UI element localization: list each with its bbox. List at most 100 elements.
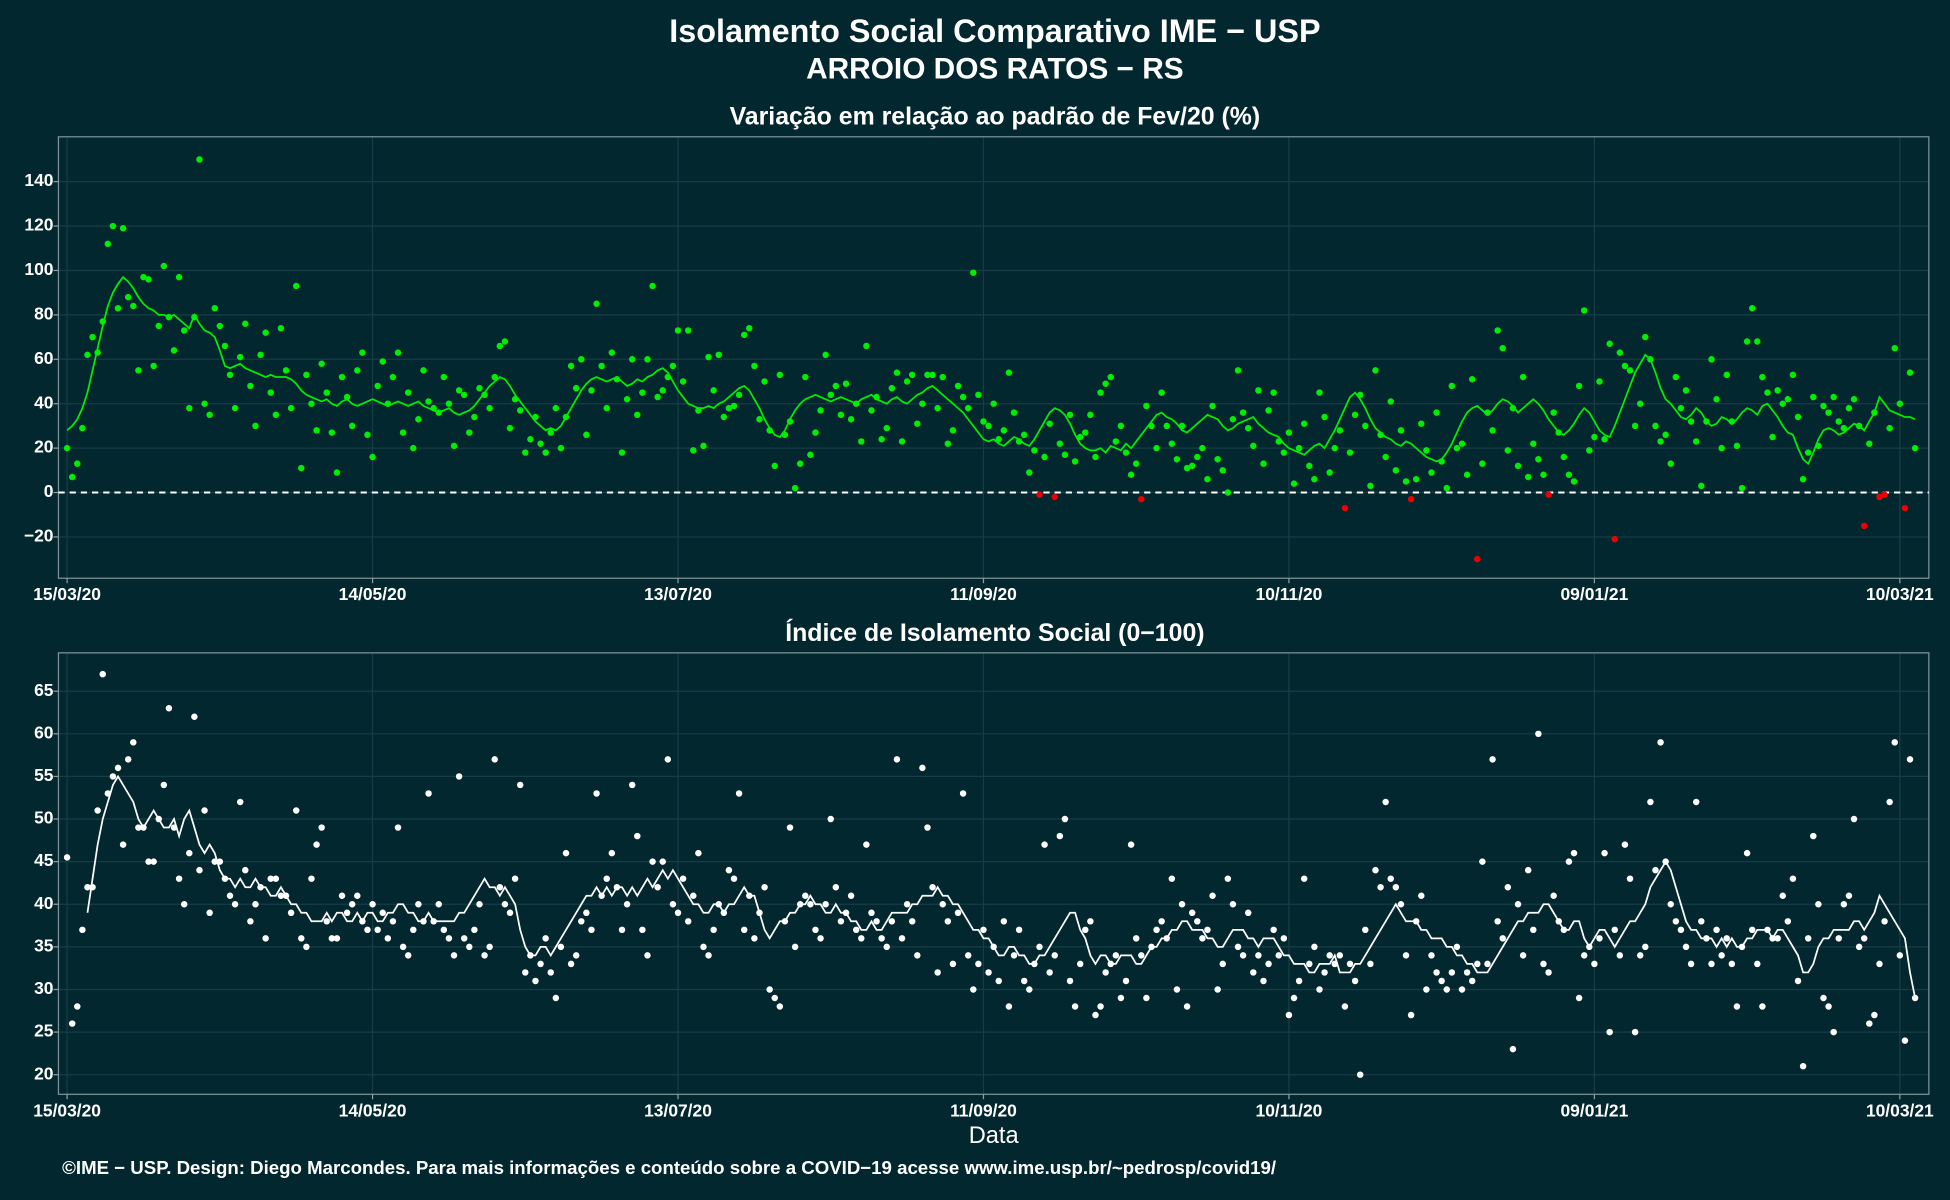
data-point bbox=[532, 413, 539, 421]
data-point bbox=[211, 304, 218, 312]
data-point bbox=[1530, 440, 1537, 447]
y-tick-label: 0 bbox=[44, 481, 54, 501]
data-point bbox=[807, 901, 814, 908]
data-point bbox=[1743, 338, 1751, 345]
data-point bbox=[1132, 935, 1140, 942]
data-point bbox=[420, 918, 427, 925]
data-point bbox=[1300, 875, 1308, 882]
data-point bbox=[1178, 422, 1186, 430]
data-point bbox=[817, 407, 824, 414]
data-point bbox=[583, 431, 590, 439]
data-point bbox=[1774, 935, 1781, 942]
data-point bbox=[150, 362, 157, 370]
data-point bbox=[384, 400, 392, 407]
data-point bbox=[1071, 1003, 1079, 1010]
data-point bbox=[455, 773, 463, 780]
data-point bbox=[608, 349, 616, 356]
data-point bbox=[1687, 960, 1695, 968]
data-point bbox=[1005, 1003, 1013, 1010]
data-point bbox=[1209, 402, 1216, 410]
data-point bbox=[303, 943, 310, 951]
data-point bbox=[1616, 349, 1624, 356]
data-point bbox=[109, 222, 117, 230]
data-point bbox=[333, 469, 341, 476]
data-point bbox=[1153, 444, 1160, 452]
data-point bbox=[908, 371, 916, 379]
data-point bbox=[1845, 404, 1853, 412]
data-point bbox=[898, 438, 906, 445]
data-point bbox=[130, 302, 137, 310]
data-point bbox=[277, 324, 285, 332]
data-point bbox=[1596, 378, 1603, 385]
data-point bbox=[1708, 356, 1715, 363]
data-point bbox=[1871, 1011, 1878, 1019]
data-point bbox=[959, 790, 967, 797]
data-point bbox=[1392, 467, 1400, 474]
data-point bbox=[1616, 952, 1624, 959]
data-point bbox=[725, 866, 733, 874]
data-point bbox=[1876, 493, 1883, 501]
data-point bbox=[1901, 1037, 1909, 1044]
data-point bbox=[1138, 495, 1145, 503]
data-point bbox=[369, 901, 376, 908]
data-point bbox=[1367, 960, 1374, 968]
y-tick-label: 140 bbox=[24, 170, 53, 190]
data-point bbox=[1570, 478, 1578, 485]
data-point bbox=[735, 391, 743, 399]
data-point bbox=[1728, 418, 1736, 425]
data-point bbox=[934, 404, 941, 412]
data-point bbox=[1718, 952, 1725, 959]
data-point bbox=[1657, 438, 1664, 445]
data-point bbox=[852, 926, 860, 934]
data-point bbox=[1229, 416, 1237, 423]
data-point bbox=[1474, 960, 1481, 968]
data-point bbox=[1041, 453, 1048, 461]
data-point bbox=[1199, 935, 1206, 942]
data-point bbox=[705, 353, 712, 361]
data-point bbox=[781, 431, 789, 439]
data-point bbox=[1789, 875, 1797, 882]
data-point bbox=[1087, 918, 1094, 925]
data-point bbox=[598, 892, 605, 899]
plot-border bbox=[57, 136, 1930, 579]
data-point bbox=[287, 404, 295, 412]
data-point bbox=[1728, 960, 1736, 968]
data-point bbox=[1026, 986, 1033, 993]
y-tick-label: 100 bbox=[24, 259, 53, 279]
data-point bbox=[68, 473, 76, 481]
data-point bbox=[308, 875, 315, 882]
data-point bbox=[1570, 849, 1578, 857]
data-point bbox=[868, 909, 875, 917]
data-point bbox=[1244, 909, 1252, 917]
data-point bbox=[817, 935, 824, 942]
data-point bbox=[1591, 433, 1598, 441]
footer: ©IME − USP. Design: Diego Marcondes. Par… bbox=[62, 1157, 1276, 1178]
data-point bbox=[292, 807, 300, 814]
data-point bbox=[781, 918, 789, 925]
data-point bbox=[1000, 918, 1008, 925]
data-point bbox=[1031, 447, 1038, 454]
data-point bbox=[236, 353, 244, 361]
data-point bbox=[303, 371, 310, 379]
data-point bbox=[389, 373, 397, 381]
data-point bbox=[669, 362, 677, 370]
data-point bbox=[639, 926, 646, 934]
y-tick-label: 80 bbox=[34, 303, 53, 323]
data-point bbox=[1209, 892, 1216, 899]
data-point bbox=[170, 347, 178, 354]
data-point bbox=[226, 892, 234, 899]
data-point bbox=[1239, 409, 1247, 416]
data-point bbox=[664, 756, 672, 763]
data-point bbox=[160, 781, 168, 789]
data-point bbox=[63, 444, 71, 452]
data-point bbox=[359, 918, 366, 925]
data-point bbox=[970, 986, 977, 993]
data-point bbox=[1799, 475, 1807, 483]
data-point bbox=[578, 918, 585, 925]
data-point bbox=[1489, 756, 1496, 763]
data-point bbox=[348, 422, 356, 430]
data-point bbox=[761, 378, 768, 385]
data-point bbox=[786, 418, 794, 425]
data-point bbox=[878, 935, 885, 942]
data-point bbox=[1112, 438, 1120, 445]
